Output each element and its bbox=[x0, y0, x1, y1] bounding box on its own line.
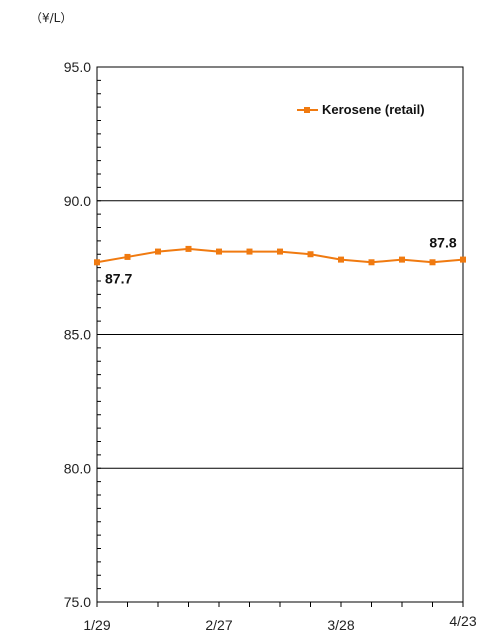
data-point-marker bbox=[216, 248, 222, 255]
series-layer bbox=[94, 245, 466, 266]
gridlines bbox=[97, 200, 463, 469]
y-tick-label: 95.0 bbox=[64, 59, 91, 75]
x-tick-label: 1/29 bbox=[83, 617, 110, 633]
data-point-marker bbox=[124, 253, 131, 260]
legend-marker-swatch bbox=[304, 107, 310, 113]
data-point-marker bbox=[368, 259, 375, 266]
data-labels: 87.7 87.8 bbox=[105, 235, 457, 287]
y-axis-unit-label: （¥/L） bbox=[30, 11, 72, 25]
x-axis-tick-labels: 1/29 2/27 3/28 4/23 bbox=[83, 613, 476, 633]
data-point-marker bbox=[399, 256, 405, 263]
data-label: 87.7 bbox=[105, 270, 132, 286]
data-point-marker bbox=[277, 248, 283, 255]
y-tick-label: 90.0 bbox=[64, 193, 91, 209]
y-axis-tick-labels: 75.0 80.0 85.0 90.0 95.0 bbox=[64, 59, 91, 610]
x-tick-label: 4/23 bbox=[449, 613, 476, 629]
x-tick-label: 2/27 bbox=[205, 617, 232, 633]
y-axis-minor-ticks bbox=[97, 66, 101, 603]
data-point-marker bbox=[338, 256, 344, 263]
legend: Kerosene (retail) bbox=[297, 102, 425, 117]
data-point-marker bbox=[429, 259, 436, 266]
data-point-marker bbox=[155, 248, 161, 255]
y-tick-label: 80.0 bbox=[64, 460, 91, 476]
x-axis-ticks bbox=[96, 602, 464, 607]
data-label: 87.8 bbox=[429, 235, 456, 251]
y-tick-label: 85.0 bbox=[64, 327, 91, 343]
data-point-marker bbox=[460, 256, 466, 263]
data-point-marker bbox=[185, 245, 192, 252]
x-tick-label: 3/28 bbox=[327, 617, 354, 633]
data-point-marker bbox=[246, 248, 253, 255]
data-point-marker bbox=[307, 251, 314, 258]
y-tick-label: 75.0 bbox=[64, 594, 91, 610]
data-point-marker bbox=[94, 259, 100, 266]
legend-label: Kerosene (retail) bbox=[322, 102, 425, 117]
